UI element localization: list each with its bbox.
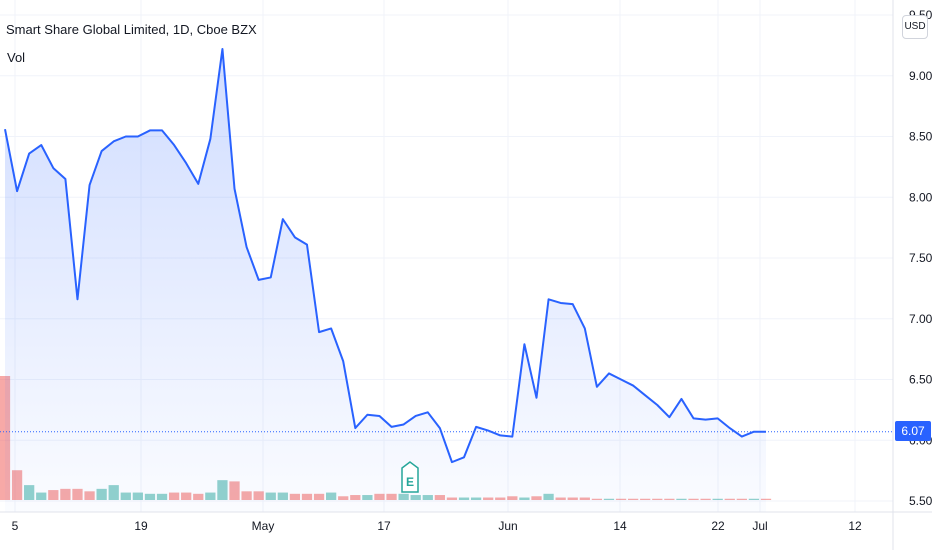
price-point (64, 178, 66, 180)
x-tick-label: 12 (848, 519, 862, 533)
price-point (535, 397, 537, 399)
price-point (656, 404, 658, 406)
price-point (572, 303, 574, 305)
price-point (680, 398, 682, 400)
price-point (511, 435, 513, 437)
price-point (161, 129, 163, 131)
price-point (475, 426, 477, 428)
price-point (76, 298, 78, 300)
y-tick-label: 8.50 (909, 130, 932, 144)
price-point (306, 243, 308, 245)
x-tick-label: 17 (377, 519, 391, 533)
price-point (318, 331, 320, 333)
price-point (330, 327, 332, 329)
price-point (668, 416, 670, 418)
x-tick-label: Jun (498, 519, 517, 533)
price-point (390, 426, 392, 428)
price-area-fill (5, 49, 766, 513)
price-point (4, 128, 6, 130)
price-point (40, 144, 42, 146)
price-point (596, 386, 598, 388)
earnings-label: E (406, 475, 414, 489)
price-point (716, 417, 718, 419)
price-point (137, 135, 139, 137)
price-point (608, 372, 610, 374)
price-point (125, 135, 127, 137)
price-point (342, 360, 344, 362)
price-point (704, 418, 706, 420)
price-point (559, 302, 561, 304)
price-point (173, 144, 175, 146)
price-point (197, 183, 199, 185)
price-point (414, 415, 416, 417)
price-point (257, 279, 259, 281)
volume-legend-label: Vol (7, 50, 26, 65)
price-point (427, 411, 429, 413)
price-point (523, 343, 525, 345)
price-point (88, 184, 90, 186)
x-tick-label: 14 (613, 519, 627, 533)
price-point (294, 236, 296, 238)
price-point (149, 129, 151, 131)
price-point (463, 456, 465, 458)
price-point (632, 384, 634, 386)
x-tick-label: Jul (752, 519, 767, 533)
price-point (28, 152, 30, 154)
y-tick-label: 8.00 (909, 190, 932, 204)
price-point (233, 188, 235, 190)
price-point (378, 415, 380, 417)
price-point (499, 434, 501, 436)
price-point (547, 298, 549, 300)
price-point (402, 423, 404, 425)
price-point (366, 414, 368, 416)
price-point (270, 276, 272, 278)
price-point (16, 190, 18, 192)
markers: E (0, 431, 893, 493)
price-point (354, 427, 356, 429)
price-point (185, 162, 187, 164)
y-tick-label: 5.50 (909, 494, 932, 508)
price-point (245, 246, 247, 248)
x-tick-label: 22 (711, 519, 725, 533)
price-point (113, 140, 115, 142)
price-point (451, 461, 453, 463)
price-point (439, 427, 441, 429)
price-point (584, 327, 586, 329)
y-tick-label: 6.50 (909, 373, 932, 387)
y-tick-label: 7.50 (909, 251, 932, 265)
chart-title: Smart Share Global Limited, 1D, Cboe BZX (6, 22, 257, 37)
earnings-badge-shape (401, 461, 419, 493)
price-point (692, 417, 694, 419)
x-tick-label: 5 (12, 519, 19, 533)
y-tick-label: 9.00 (909, 69, 932, 83)
price-point (282, 218, 284, 220)
price-point (729, 427, 731, 429)
price-point (52, 167, 54, 169)
price-point (209, 138, 211, 140)
x-tick-label: 19 (134, 519, 148, 533)
last-price-tag: 6.07 (895, 421, 931, 441)
price-area (4, 48, 766, 513)
y-tick-label: 7.00 (909, 312, 932, 326)
currency-button[interactable]: USD (902, 15, 928, 39)
earnings-marker: E (401, 461, 419, 493)
price-point (221, 48, 223, 50)
price-point (644, 394, 646, 396)
price-line (4, 48, 766, 464)
price-point (620, 378, 622, 380)
x-tick-label: May (252, 519, 275, 533)
price-point (741, 435, 743, 437)
price-point (100, 150, 102, 152)
